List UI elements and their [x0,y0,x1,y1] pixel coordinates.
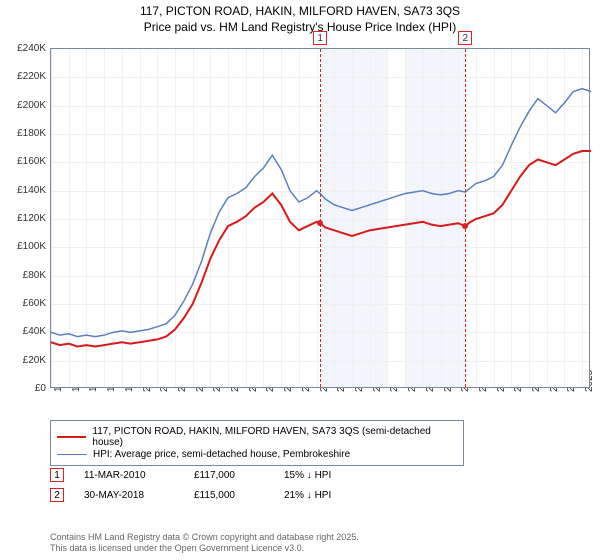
event-marker-icon: 2 [50,488,64,502]
event-price: £117,000 [194,470,264,481]
footer-line-2: This data is licensed under the Open Gov… [50,543,590,554]
ytick-label: £200K [2,100,46,111]
event-date: 11-MAR-2010 [84,470,174,481]
price-point [462,223,468,229]
event-hpi-delta: 15% ↓ HPI [284,470,374,481]
ytick-label: £120K [2,213,46,224]
event-price: £115,000 [194,490,264,501]
event-divider [465,49,466,387]
price-point [317,220,323,226]
title-line-2: Price paid vs. HM Land Registry's House … [0,20,600,36]
ytick-label: £0 [2,383,46,394]
ytick-label: £60K [2,298,46,309]
ytick-label: £240K [2,43,46,54]
legend-swatch [57,436,86,438]
event-date: 30-MAY-2018 [84,490,174,501]
legend-box: 117, PICTON ROAD, HAKIN, MILFORD HAVEN, … [50,420,464,466]
ytick-label: £80K [2,270,46,281]
event-row: 2 30-MAY-2018 £115,000 21% ↓ HPI [50,488,590,502]
ytick-label: £180K [2,128,46,139]
legend-item: HPI: Average price, semi-detached house,… [57,449,457,460]
legend-label: 117, PICTON ROAD, HAKIN, MILFORD HAVEN, … [92,426,457,448]
event-hpi-delta: 21% ↓ HPI [284,490,374,501]
title-line-1: 117, PICTON ROAD, HAKIN, MILFORD HAVEN, … [0,4,600,20]
footer-line-1: Contains HM Land Registry data © Crown c… [50,532,590,543]
ytick-label: £160K [2,156,46,167]
chart-title: 117, PICTON ROAD, HAKIN, MILFORD HAVEN, … [0,0,600,35]
chart-container: 117, PICTON ROAD, HAKIN, MILFORD HAVEN, … [0,0,600,560]
event-list: 1 11-MAR-2010 £117,000 15% ↓ HPI 2 30-MAY-201… [50,462,590,508]
event-row: 1 11-MAR-2010 £117,000 15% ↓ HPI [50,468,590,482]
event-marker-icon: 1 [50,468,64,482]
ytick-label: £40K [2,326,46,337]
ytick-label: £140K [2,185,46,196]
ytick-label: £20K [2,355,46,366]
ytick-label: £220K [2,71,46,82]
event-marker-flag: 2 [458,31,472,45]
footer-attribution: Contains HM Land Registry data © Crown c… [50,532,590,554]
event-divider [320,49,321,387]
plot-area: 12 [50,48,590,388]
event-marker-flag: 1 [313,31,327,45]
ytick-label: £100K [2,241,46,252]
legend-swatch [57,454,87,455]
legend-item: 117, PICTON ROAD, HAKIN, MILFORD HAVEN, … [57,426,457,448]
legend-label: HPI: Average price, semi-detached house,… [93,449,350,460]
